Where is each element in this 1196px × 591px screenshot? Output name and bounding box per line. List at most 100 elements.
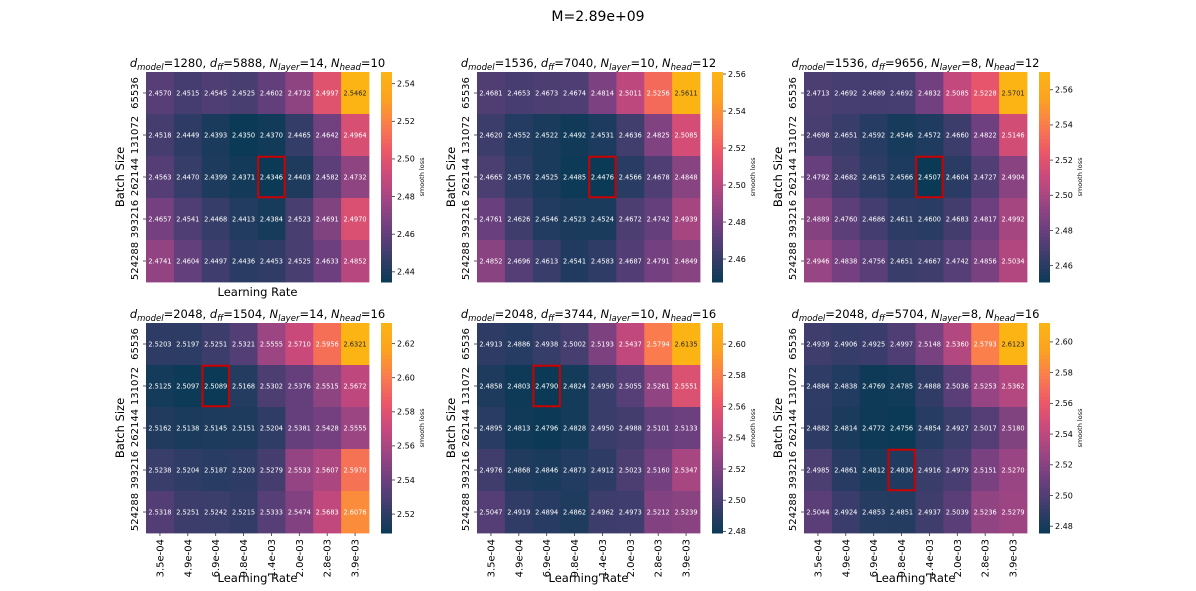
colorbar-segment — [712, 435, 723, 439]
colorbar-segment — [381, 166, 392, 171]
cell-value-label: 2.4672 — [619, 216, 642, 224]
colorbar-segment — [1039, 456, 1050, 460]
cell-value-label: 2.5085 — [946, 90, 969, 98]
cell-value-label: 2.4613 — [535, 258, 558, 266]
heatmap-panel-6: 2.4939 2.4906 2.4925 2.4997 2.5148 2.5360 2.57… — [771, 307, 1084, 585]
cell-value-label: 2.5793 — [974, 341, 997, 349]
x-tick-label: 3.5e-04 — [813, 539, 824, 577]
cell-value-label: 2.5162 — [148, 425, 171, 433]
colorbar-segment — [712, 354, 723, 359]
heatmap-cell — [971, 365, 1000, 408]
heatmap-cell — [804, 323, 833, 366]
cell-value-label: 2.4600 — [918, 216, 941, 224]
heatmap-cell — [887, 491, 916, 534]
colorbar-segment — [712, 278, 723, 283]
heatmap-cell — [588, 365, 617, 408]
cell-value-label: 2.4856 — [974, 258, 997, 266]
colorbar-segment — [712, 372, 723, 376]
colorbar-segment — [1039, 264, 1050, 269]
panel-title-var: N — [270, 56, 279, 70]
heatmap-cell — [616, 72, 645, 115]
heatmap-cell — [616, 365, 645, 408]
colorbar-segment — [712, 498, 723, 502]
cell-value-label: 2.4371 — [232, 174, 255, 182]
colorbar-segment — [1039, 463, 1050, 467]
panel-title-part: d — [461, 56, 469, 70]
cell-value-label: 2.5347 — [675, 467, 698, 475]
panel-title: dmodel=1280, dff=5888, Nlayer=14, Nhead=… — [130, 56, 385, 73]
cell-value-label: 2.6135 — [675, 341, 698, 349]
colorbar-segment — [1039, 435, 1050, 439]
cell-value-label: 2.4689 — [862, 90, 885, 98]
colorbar-segment — [1039, 344, 1050, 348]
colorbar-segment — [381, 365, 392, 369]
cell-value-label: 2.4523 — [563, 216, 586, 224]
panel-title: dmodel=1536, dff=9656, Nlayer=8, Nhead=1… — [792, 56, 1040, 73]
cell-value-label: 2.4698 — [806, 132, 829, 140]
colorbar-segment — [381, 170, 392, 174]
heatmap-cell — [477, 323, 506, 366]
cell-value-label: 2.5256 — [647, 90, 670, 98]
colorbar-segment — [1039, 375, 1050, 380]
colorbar-tick-label: 2.52 — [1055, 156, 1073, 165]
colorbar-segment — [712, 512, 723, 516]
heatmap-cell — [173, 449, 203, 492]
heatmap-cell — [504, 240, 534, 283]
colorbar-segment — [381, 96, 392, 101]
panel-title: dmodel=2048, dff=5704, Nlayer=8, Nhead=1… — [792, 307, 1040, 324]
heatmap-cell — [560, 365, 589, 408]
heatmap-cell — [341, 156, 370, 199]
cell-value-label: 2.5279 — [1002, 509, 1025, 517]
colorbar-segment — [381, 79, 392, 83]
colorbar-segment — [712, 508, 723, 513]
colorbar-segment — [1039, 386, 1050, 390]
panel-title: dmodel=1536, dff=7040, Nlayer=10, Nhead=… — [461, 56, 716, 73]
figure-suptitle: M=2.89e+09 — [551, 9, 644, 25]
colorbar-segment — [1039, 354, 1050, 359]
heatmap-cell — [859, 365, 889, 408]
cell-value-label: 2.4838 — [834, 383, 857, 391]
cell-value-label: 2.4938 — [535, 341, 558, 349]
heatmap-cell — [201, 72, 231, 115]
cell-value-label: 2.4962 — [591, 509, 614, 517]
heatmap-cell — [804, 365, 833, 408]
colorbar-segment — [712, 82, 723, 87]
heatmap-cell — [560, 114, 589, 157]
colorbar-segment — [381, 271, 392, 276]
colorbar-segment — [712, 449, 723, 453]
colorbar-segment — [381, 180, 392, 185]
colorbar-segment — [1039, 205, 1050, 209]
panel-title-part: =1536, — [825, 56, 871, 70]
cell-value-label: 2.4849 — [675, 258, 698, 266]
cell-value-label: 2.5146 — [1002, 132, 1025, 140]
heatmap-cell — [887, 72, 916, 115]
panel-title-part: =2048, — [495, 307, 541, 321]
colorbar-segment — [1039, 466, 1050, 471]
colorbar-segment — [712, 75, 723, 80]
cell-value-label: 2.4888 — [918, 383, 941, 391]
colorbar-segment — [381, 275, 392, 279]
panel-title-var: N — [985, 307, 994, 321]
heatmap-cell — [943, 407, 972, 450]
colorbar-segment — [1039, 522, 1050, 527]
colorbar-tick-label: 2.50 — [1055, 191, 1073, 200]
colorbar-segment — [1039, 414, 1050, 418]
colorbar-segment — [712, 173, 723, 178]
heatmap-cell — [477, 198, 506, 241]
cell-value-label: 2.4686 — [862, 216, 885, 224]
colorbar-segment — [381, 340, 392, 345]
cell-value-label: 2.4919 — [507, 509, 530, 517]
panel-title-part: =12 — [692, 56, 716, 70]
colorbar-segment — [712, 261, 723, 265]
heatmap-cell — [859, 156, 889, 199]
colorbar-segment — [712, 431, 723, 436]
cell-value-label: 2.4830 — [890, 467, 913, 475]
heatmap-cell — [915, 240, 944, 283]
heatmap-cell — [943, 449, 972, 492]
heatmap-cell — [943, 114, 972, 157]
heatmap-cell — [616, 114, 645, 157]
colorbar-segment — [381, 163, 392, 167]
cell-value-label: 2.4552 — [507, 132, 530, 140]
colorbar-segment — [381, 519, 392, 523]
colorbar-segment — [712, 424, 723, 429]
